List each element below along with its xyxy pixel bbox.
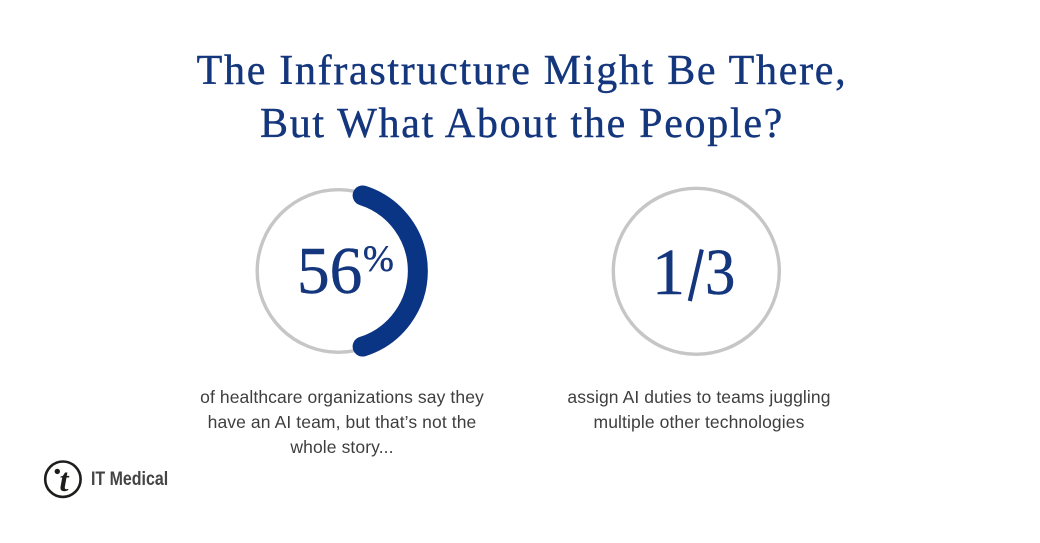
svg-text:t: t <box>59 463 69 499</box>
